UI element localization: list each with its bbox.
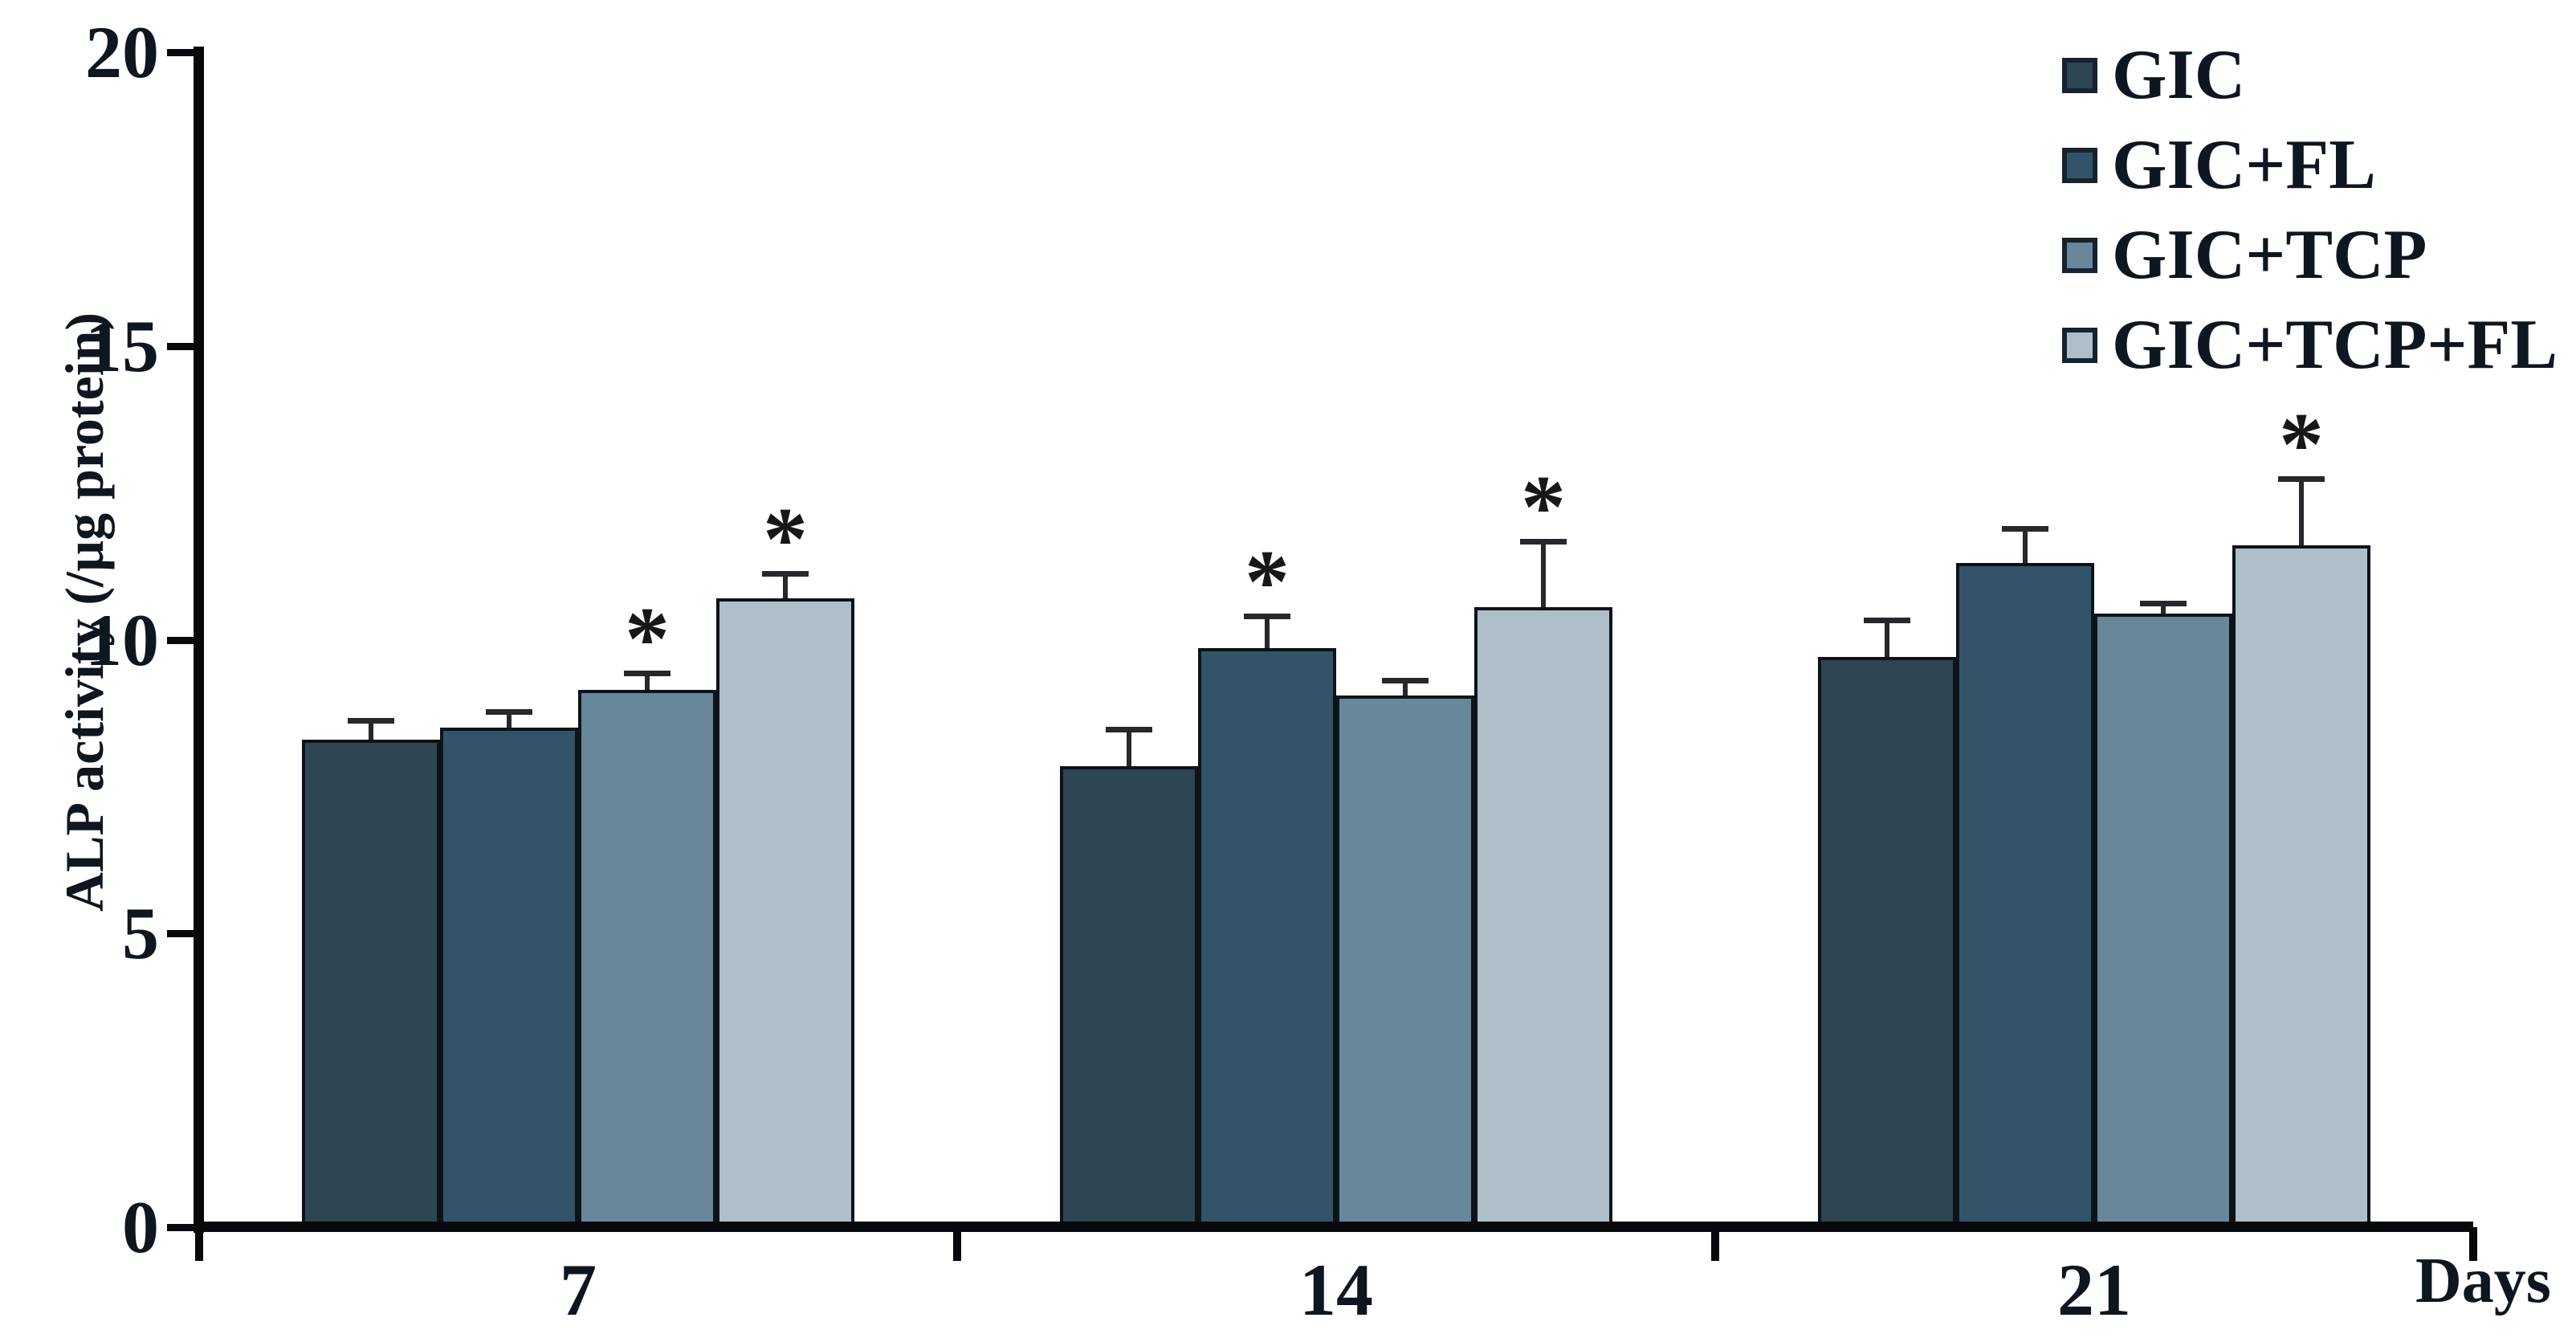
legend-label: GIC+FL xyxy=(2112,126,2376,204)
legend-label: GIC+TCP+FL xyxy=(2112,306,2558,384)
legend: GIC GIC+FL GIC+TCP GIC+TCP+FL xyxy=(2062,39,2558,398)
error-bar-cap xyxy=(1520,539,1567,545)
y-tick xyxy=(167,342,199,350)
error-bar-stem xyxy=(507,712,512,728)
y-axis-line xyxy=(194,47,204,1233)
error-bar-stem xyxy=(2023,528,2028,564)
error-bar-stem xyxy=(1541,541,1546,608)
bar-gic-fl-day7 xyxy=(440,728,578,1227)
bar-gic-tcp-day7 xyxy=(578,689,716,1227)
error-bar-cap xyxy=(1864,617,1910,623)
error-bar-cap xyxy=(2140,601,2187,607)
error-bar-stem xyxy=(369,720,373,740)
legend-item: GIC+FL xyxy=(2062,128,2558,202)
bar-gic-day7 xyxy=(302,739,440,1227)
error-bar-stem xyxy=(1403,679,1408,696)
significance-asterisk: * xyxy=(1245,532,1290,632)
bar-gic-day21 xyxy=(1818,657,1956,1227)
x-tick-label: 14 xyxy=(1299,1249,1373,1331)
error-bar-cap xyxy=(2002,525,2048,532)
bar-gic-tcp-fl-day21 xyxy=(2232,545,2370,1227)
y-tick-label: 15 xyxy=(85,304,159,387)
y-tick-label: 10 xyxy=(85,598,159,681)
error-bar-cap xyxy=(2278,476,2325,483)
legend-swatch-icon xyxy=(2062,148,2097,183)
legend-swatch-icon xyxy=(2062,58,2097,93)
bar-gic-tcp-day14 xyxy=(1336,695,1474,1227)
significance-asterisk: * xyxy=(763,489,808,589)
legend-item: GIC+TCP+FL xyxy=(2062,308,2558,382)
y-tick-label: 20 xyxy=(85,11,159,93)
legend-swatch-icon xyxy=(2062,328,2097,363)
bar-gic-day14 xyxy=(1060,765,1198,1227)
error-bar-stem xyxy=(2161,603,2166,614)
error-bar-cap xyxy=(1382,677,1429,683)
legend-label: GIC xyxy=(2112,36,2246,114)
legend-swatch-icon xyxy=(2062,238,2097,273)
error-bar-stem xyxy=(645,673,650,690)
error-bar-cap xyxy=(762,570,809,577)
y-tick-label: 5 xyxy=(122,892,159,975)
bar-gic-tcp-day21 xyxy=(2094,613,2232,1227)
bar-gic-fl-day21 xyxy=(1956,563,2094,1227)
x-axis-name: Days xyxy=(2415,1246,2551,1316)
x-tick xyxy=(195,1227,203,1261)
significance-asterisk: * xyxy=(2279,395,2324,496)
x-tick xyxy=(953,1227,961,1261)
bar-gic-fl-day14 xyxy=(1198,648,1336,1227)
error-bar-cap xyxy=(1244,613,1290,619)
x-tick xyxy=(1711,1227,1719,1261)
y-tick xyxy=(167,1224,199,1231)
legend-item: GIC+TCP xyxy=(2062,218,2558,292)
y-tick xyxy=(167,636,199,644)
y-tick xyxy=(167,930,199,938)
error-bar-cap xyxy=(348,717,394,724)
error-bar-stem xyxy=(1127,729,1131,766)
x-tick-label: 21 xyxy=(2057,1249,2131,1331)
bar-gic-tcp-fl-day14 xyxy=(1474,607,1612,1227)
error-bar-cap xyxy=(486,709,532,716)
x-axis-line xyxy=(194,1222,2473,1232)
error-bar-stem xyxy=(2299,479,2304,546)
x-tick xyxy=(2469,1227,2477,1261)
bar-gic-tcp-fl-day7 xyxy=(716,598,854,1227)
y-tick-label: 0 xyxy=(122,1186,159,1268)
significance-asterisk: * xyxy=(1521,458,1566,558)
legend-item: GIC xyxy=(2062,39,2558,112)
error-bar-stem xyxy=(1265,615,1270,649)
y-tick xyxy=(167,49,199,56)
significance-asterisk: * xyxy=(625,589,670,690)
error-bar-stem xyxy=(1885,619,1889,658)
error-bar-cap xyxy=(1106,727,1152,733)
error-bar-stem xyxy=(783,573,788,599)
error-bar-cap xyxy=(624,671,670,677)
x-tick-label: 7 xyxy=(560,1249,597,1331)
legend-label: GIC+TCP xyxy=(2112,216,2427,294)
